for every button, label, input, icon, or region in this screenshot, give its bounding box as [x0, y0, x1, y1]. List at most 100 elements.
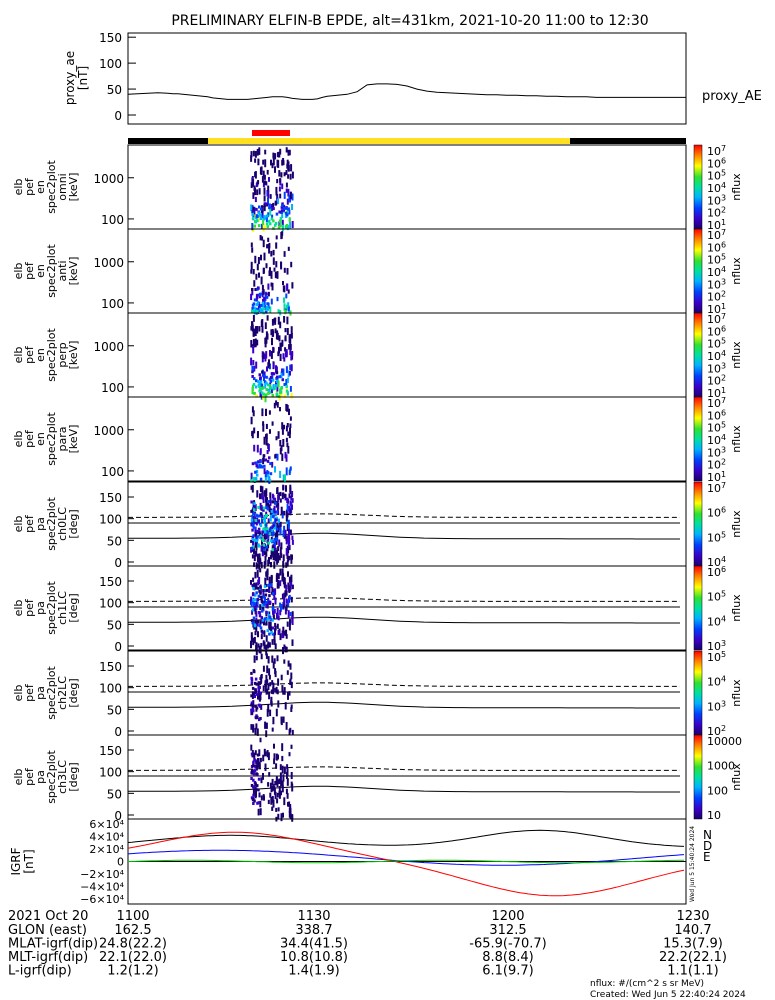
spec_omni-pixel: [281, 159, 284, 166]
pa_ch2LC-ylabel-line: [deg]: [67, 678, 80, 707]
spec_omni-pixel: [258, 147, 261, 155]
spec_omni-pixel: [263, 180, 266, 185]
pa_ch2LC-pixel: [258, 692, 261, 700]
pa_ch3LC-pixel: [278, 790, 281, 799]
spec_perp-pixel: [251, 322, 254, 330]
spec_para-core-pixel: [259, 460, 262, 464]
pa_ch3LC-pixel: [280, 790, 282, 796]
proxy-ae-frame: [127, 32, 687, 125]
pa_ch2LC-core-pixel: [250, 671, 253, 675]
pa_ch1LC-core-pixel: [264, 593, 268, 597]
spec_omni-core-pixel: [263, 225, 266, 229]
pa_ch1LC-pixel: [283, 599, 286, 606]
spec_anti-pixel: [272, 249, 275, 256]
pa_ch1LC-pixel: [254, 571, 257, 579]
spec_omni-core-pixel: [262, 217, 265, 221]
spec_anti-core-pixel: [259, 307, 262, 311]
spec_perp-pixel: [264, 337, 267, 344]
spec_omni-pixel: [269, 194, 272, 199]
spec_anti-core-pixel: [262, 307, 265, 311]
pa_ch1LC-core-pixel: [250, 619, 254, 623]
x-row-value: 1.2(1.2): [107, 964, 159, 979]
spec_perp-core-pixel: [283, 394, 287, 398]
pa_ch1LC-pixel: [285, 604, 288, 611]
pa_ch3LC-pixel: [290, 744, 293, 749]
spec_perp-core-pixel: [254, 385, 258, 389]
pa_ch3LC-core-pixel: [257, 777, 261, 781]
spec_para-core-pixel: [254, 470, 257, 474]
pa_ch0LC-pixel: [256, 553, 259, 558]
pa_ch2LC-pixel: [271, 680, 274, 685]
spec_anti-core-pixel: [251, 310, 254, 313]
igrf-tick-label: 4×10⁴: [89, 831, 124, 844]
spec_omni-ylabel-line: elb: [12, 179, 25, 196]
spec_omni-pixel: [278, 186, 281, 192]
spec_omni-pixel: [277, 151, 280, 158]
spec_perp-core-pixel: [258, 389, 261, 393]
pa_ch0LC-core-pixel: [274, 526, 277, 530]
spec_para-pixel: [257, 431, 259, 437]
pa_ch1LC-pixel: [283, 592, 286, 600]
pa_ch2LC-pixel: [276, 655, 279, 662]
spec_anti-pixel: [276, 271, 279, 279]
pa_ch3LC-pixel: [275, 763, 278, 769]
pa_ch2LC-pixel: [290, 672, 293, 680]
pa_ch0LC-pixel: [284, 529, 287, 537]
spec_omni-core-pixel: [278, 219, 282, 223]
spec_perp-pixel: [250, 357, 253, 366]
pa_ch2LC-core-pixel: [250, 711, 254, 715]
pa_ch2LC-pixel: [288, 691, 291, 696]
spec_omni-pixel: [277, 198, 279, 205]
pa_ch0LC-pixel: [283, 534, 286, 539]
pa_ch1LC-pixel: [255, 611, 258, 617]
spec_perp-pixel: [270, 329, 273, 336]
pa_ch1LC-core-pixel: [251, 593, 255, 597]
spec_perp-pixel: [290, 392, 293, 399]
pa_ch2LC-pixel: [269, 682, 272, 687]
pa_ch2LC-core-pixel: [250, 681, 254, 685]
spec_para-pixel: [280, 445, 283, 452]
pa_ch2LC-ylabel-line: spec2plot: [45, 666, 58, 720]
pa_ch3LC-pixel: [273, 758, 276, 765]
pa_ch0LC-core-pixel: [259, 512, 263, 516]
pa_ch2LC-ylabel-line: ch2LC: [56, 676, 69, 710]
spec_anti-pixel: [283, 297, 285, 303]
pa_ch0LC-ylabel-line: ch0LC: [56, 507, 69, 541]
pa_ch1LC-core-pixel: [266, 629, 269, 633]
spec_anti-core-pixel: [251, 288, 254, 291]
spec_perp-pixel: [289, 334, 292, 342]
spec_omni-pixel: [254, 171, 257, 178]
spec_omni-core-pixel: [279, 216, 283, 220]
pa_ch3LC-pixel: [271, 806, 274, 811]
spec_anti-pixel: [275, 261, 278, 268]
pa_ch0LC-core-pixel: [270, 539, 273, 543]
pa_ch0LC-pixel: [285, 548, 288, 556]
spec_omni-pixel: [278, 170, 281, 177]
pa_ch0LC-pixel: [288, 506, 291, 514]
pa_ch1LC-core-pixel: [271, 632, 275, 636]
pa_ch2LC-pixel: [265, 730, 268, 738]
spec_perp-pixel: [272, 362, 275, 368]
pa_ch0LC-tick-label: 50: [107, 534, 122, 548]
pa_ch0LC-core-pixel: [275, 518, 278, 522]
pa_ch0LC-pixel: [276, 523, 278, 532]
pa_ch2LC-losscone-line: [128, 701, 680, 709]
x-row-value: 1.4(1.9): [288, 964, 340, 979]
spec_para-ylabel-line: [keV]: [67, 425, 80, 454]
spec_perp-pixel: [262, 392, 265, 400]
pa_ch2LC-pixel: [271, 727, 274, 732]
spec_omni-pixel: [277, 160, 280, 168]
igrf-legend-D: D: [703, 839, 712, 853]
spec_perp-pixel: [290, 353, 293, 361]
pa_ch1LC-pixel: [285, 598, 288, 604]
pa_ch0LC-core-pixel: [271, 533, 274, 536]
spec_omni-core-pixel: [281, 224, 285, 228]
spec_omni-pixel: [289, 196, 291, 203]
spec_anti-core-pixel: [265, 306, 268, 310]
pa_ch0LC-core-pixel: [253, 508, 256, 512]
spec_perp-pixel: [285, 379, 288, 386]
pa_ch0LC-pixel: [255, 518, 258, 526]
spec_para-tick-label: 1000: [93, 424, 124, 438]
igrf-D-line: [127, 831, 685, 897]
spec_perp-pixel: [289, 364, 292, 371]
